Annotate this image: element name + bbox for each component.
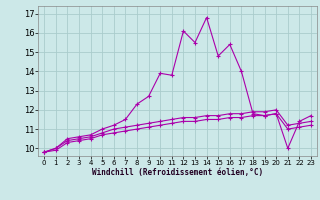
X-axis label: Windchill (Refroidissement éolien,°C): Windchill (Refroidissement éolien,°C) <box>92 168 263 177</box>
